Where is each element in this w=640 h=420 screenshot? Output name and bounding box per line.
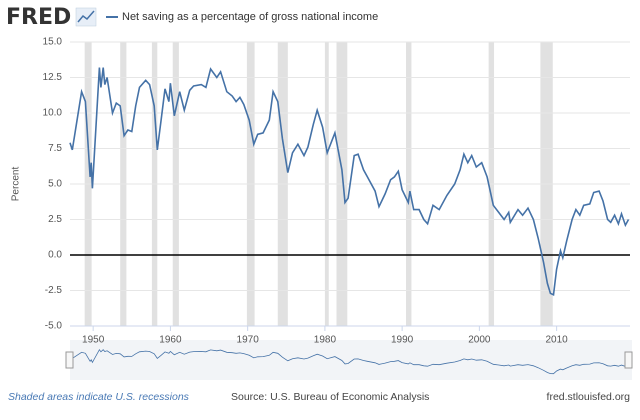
x-tick-label: 1960 — [159, 335, 182, 346]
source: Source: U.S. Bureau of Economic Analysis — [231, 391, 429, 403]
x-tick-label: 1990 — [391, 335, 414, 346]
x-tick-label: 2010 — [545, 335, 568, 346]
legend-label: Net saving as a percentage of gross nati… — [122, 11, 378, 23]
y-tick-label: 5.0 — [48, 179, 62, 190]
y-tick-label: -5.0 — [45, 321, 63, 332]
site: fred.stlouisfed.org — [547, 391, 631, 403]
navigator-line — [69, 348, 629, 375]
logo-icon — [75, 7, 97, 27]
x-tick-label: 2000 — [468, 335, 491, 346]
navigator — [70, 340, 632, 380]
y-tick-label: 15.0 — [43, 37, 63, 48]
y-tick-label: 0.0 — [48, 250, 62, 261]
logo: FRED — [6, 5, 71, 30]
x-tick-label: 1980 — [314, 335, 337, 346]
y-tick-label: 12.5 — [43, 72, 63, 83]
y-axis-label: Percent — [11, 167, 22, 202]
navigator-handle — [65, 351, 74, 369]
x-tick-label: 1950 — [82, 335, 105, 346]
y-tick-label: 10.0 — [43, 108, 63, 119]
recession-note: Shaded areas indicate U.S. recessions — [8, 391, 190, 403]
series-line — [69, 67, 630, 297]
y-tick-label: -2.5 — [45, 285, 63, 296]
navigator-handle — [624, 351, 633, 369]
x-tick-label: 1970 — [237, 335, 260, 346]
y-tick-label: 7.5 — [48, 143, 62, 154]
y-tick-label: 2.5 — [48, 214, 62, 225]
